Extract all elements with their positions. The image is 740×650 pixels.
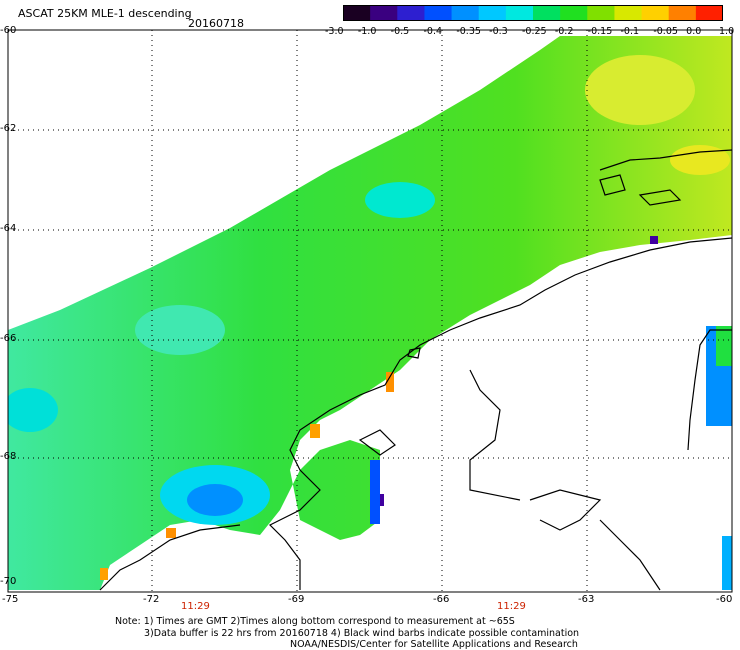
low-value-patch: [135, 305, 225, 355]
low-value-core: [187, 484, 243, 516]
coastlines: [99, 149, 732, 591]
colorbar-tick-label: -0.4: [423, 26, 443, 37]
colorbar-segment: [587, 5, 615, 21]
map-date: 20160718: [188, 17, 244, 30]
graticule: [8, 30, 732, 592]
colorbar-tick-label: -0.2: [554, 26, 574, 37]
y-tick-label: -60: [0, 25, 17, 36]
time-label: 11:29: [181, 601, 210, 612]
pixel-orange: [386, 372, 394, 392]
high-value-patch: [670, 145, 730, 175]
colorbar-segment: [478, 5, 507, 21]
colorbar-tick-label: -0.25: [522, 26, 547, 37]
colorbar-tick-label: -0.5: [390, 26, 410, 37]
low-value-patch: [8, 388, 58, 432]
y-tick-label: -66: [0, 333, 17, 344]
x-tick-label: -69: [288, 594, 305, 605]
colorbar-tick-label: -0.3: [489, 26, 508, 37]
x-tick-label: -60: [716, 594, 733, 605]
east-swath-strip: [716, 326, 732, 366]
east-swath-strip: [722, 536, 732, 590]
x-tick-label: -72: [143, 594, 160, 605]
colorbar-tick-label: -0.35: [456, 26, 481, 37]
colorbar-tick-label: -0.15: [587, 26, 613, 37]
pixel-orange: [166, 528, 176, 538]
colorbar-tick-label: 0.0: [686, 26, 702, 37]
y-tick-label: -62: [0, 123, 17, 134]
note-line-3: NOAA/NESDIS/Center for Satellite Applica…: [290, 639, 578, 650]
pixel-blue: [370, 460, 380, 524]
colorbar-tick-label: -1.0: [357, 26, 377, 37]
map-title: ASCAT 25KM MLE-1 descending: [18, 7, 192, 20]
colorbar-segment: [451, 5, 480, 21]
pixel-purple: [650, 236, 658, 244]
high-value-patch: [585, 55, 695, 125]
colorbar-segment: [505, 5, 534, 21]
colorbar-segment: [695, 5, 723, 21]
colorbar: [343, 5, 723, 21]
colorbar-tick-label: 1.0: [719, 26, 735, 37]
note-line-1: Note: 1) Times are GMT 2)Times along bot…: [115, 616, 515, 627]
y-tick-label: -64: [0, 223, 17, 234]
y-tick-label: -68: [0, 451, 17, 462]
plot-frame: [7, 29, 733, 593]
pixel-orange: [310, 424, 320, 438]
pixel-orange: [100, 568, 108, 580]
colorbar-segment: [397, 5, 425, 21]
colorbar-segment: [614, 5, 643, 21]
x-tick-label: -75: [2, 594, 19, 605]
colorbar-segment: [560, 5, 588, 21]
colorbar-segment: [668, 5, 697, 21]
x-tick-label: -63: [578, 594, 595, 605]
colorbar-segment: [533, 5, 561, 21]
scatterometer-swath: [8, 36, 732, 590]
colorbar-tick-label: -0.05: [653, 26, 678, 37]
low-value-patch: [365, 182, 435, 218]
x-tick-label: -66: [433, 594, 450, 605]
data-layer: [8, 30, 732, 592]
colorbar-tick-label: -0.1: [620, 26, 640, 37]
colorbar-segment: [343, 5, 371, 21]
colorbar-segment: [641, 5, 670, 21]
colorbar-tick-label: -3.0: [325, 26, 344, 37]
colorbar-segment: [370, 5, 398, 21]
time-label: 11:29: [497, 601, 526, 612]
note-line-2: 3)Data buffer is 22 hrs from 20160718 4)…: [144, 628, 580, 639]
colorbar-segment: [424, 5, 453, 21]
y-tick-label: -70: [0, 576, 17, 587]
